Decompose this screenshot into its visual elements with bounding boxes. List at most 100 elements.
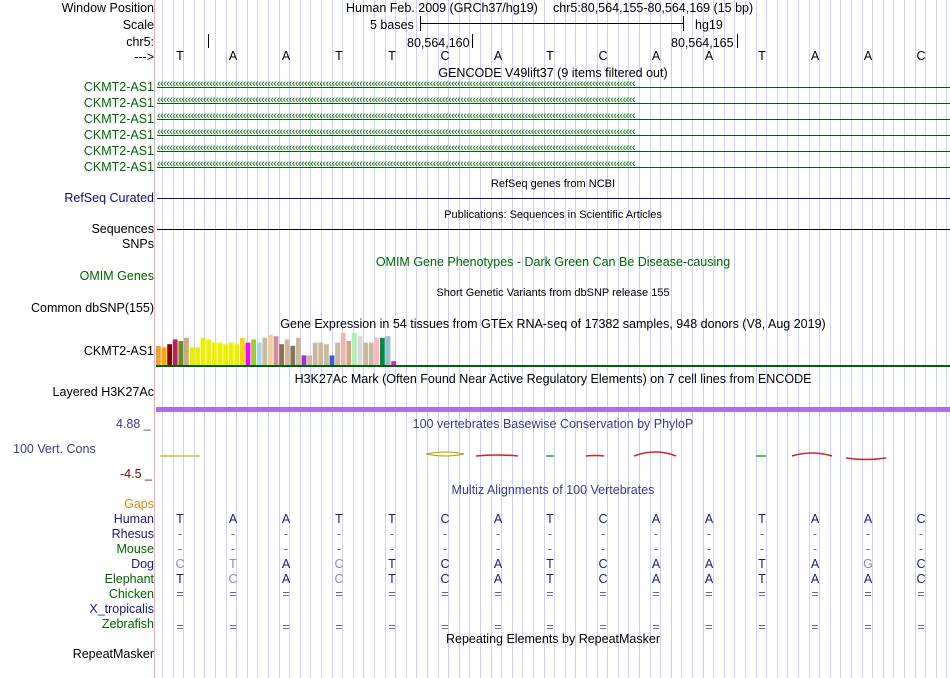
gtex-tissue-bar[interactable] bbox=[357, 336, 363, 365]
repeatmasker-track-title[interactable]: Repeating Elements by RepeatMasker bbox=[445, 632, 660, 646]
gtex-tissue-bar[interactable] bbox=[195, 347, 200, 365]
gtex-tissue-bar[interactable] bbox=[329, 355, 335, 365]
gtex-tissue-bar[interactable] bbox=[385, 336, 391, 365]
gaps-label[interactable]: Gaps bbox=[124, 497, 154, 511]
guideline bbox=[427, 0, 428, 678]
gencode-transcript-label[interactable]: CKMT2-AS1 bbox=[83, 80, 154, 94]
gencode-transcript-label[interactable]: CKMT2-AS1 bbox=[83, 112, 154, 126]
species-label[interactable]: Dog bbox=[131, 557, 154, 571]
repeatmasker-label[interactable]: RepeatMasker bbox=[72, 647, 154, 661]
gencode-transcript[interactable] bbox=[157, 151, 950, 152]
gtex-tissue-bar[interactable] bbox=[178, 341, 184, 365]
guideline bbox=[194, 0, 195, 678]
species-label[interactable]: Chicken bbox=[108, 587, 154, 601]
snps-label[interactable]: SNPs bbox=[122, 237, 154, 251]
gencode-transcript[interactable] bbox=[157, 167, 950, 168]
gtex-tissue-bar[interactable] bbox=[296, 337, 301, 365]
guideline bbox=[247, 0, 248, 678]
gtex-tissue-bar[interactable] bbox=[363, 342, 368, 365]
refseq-line[interactable] bbox=[157, 198, 950, 199]
gtex-tissue-bar[interactable] bbox=[172, 339, 178, 365]
gencode-transcript[interactable] bbox=[157, 119, 950, 120]
species-label[interactable]: Elephant bbox=[104, 572, 154, 586]
refseq-label[interactable]: RefSeq Curated bbox=[64, 191, 154, 205]
species-label[interactable]: X_tropicalis bbox=[89, 602, 154, 616]
gtex-tissue-bar[interactable] bbox=[256, 342, 262, 365]
h3k27ac-label[interactable]: Layered H3K27Ac bbox=[52, 385, 154, 399]
gtex-tissue-bar[interactable] bbox=[380, 337, 385, 365]
species-label[interactable]: Human bbox=[113, 512, 154, 526]
guideline bbox=[883, 0, 884, 678]
dbsnp-label[interactable]: Common dbSNP(155) bbox=[31, 301, 154, 315]
gtex-tissue-bar[interactable] bbox=[245, 342, 251, 365]
gtex-tissue-bar[interactable] bbox=[290, 345, 296, 365]
conservation-label[interactable]: 100 Vert. Cons bbox=[13, 442, 96, 456]
gtex-tissue-bar[interactable] bbox=[184, 337, 189, 365]
alignment-base: A bbox=[863, 572, 873, 586]
gtex-tissue-bar[interactable] bbox=[391, 361, 396, 365]
gtex-tissue-bar[interactable] bbox=[346, 341, 352, 365]
guideline bbox=[385, 0, 386, 678]
species-label[interactable]: Mouse bbox=[116, 542, 154, 556]
guideline bbox=[363, 0, 364, 678]
gtex-tissue-bar[interactable] bbox=[189, 347, 195, 365]
gtex-tissue-bar[interactable] bbox=[268, 334, 273, 365]
gencode-transcript-label[interactable]: CKMT2-AS1 bbox=[83, 96, 154, 110]
gtex-tissue-bar[interactable] bbox=[251, 339, 256, 365]
refseq-track-title[interactable]: RefSeq genes from NCBI bbox=[490, 178, 616, 190]
gtex-tissue-bar[interactable] bbox=[352, 333, 357, 365]
gtex-track-title[interactable]: Gene Expression in 54 tissues from GTEx … bbox=[280, 317, 826, 331]
publications-track-title[interactable]: Publications: Sequences in Scientific Ar… bbox=[444, 209, 662, 221]
gtex-tissue-bar[interactable] bbox=[161, 347, 167, 365]
guideline bbox=[554, 0, 555, 678]
gencode-transcript-label[interactable]: CKMT2-AS1 bbox=[83, 160, 154, 174]
gtex-tissue-bar[interactable] bbox=[240, 337, 245, 365]
gtex-tissue-bar[interactable] bbox=[228, 342, 234, 365]
gtex-tissue-bar[interactable] bbox=[206, 339, 212, 365]
gtex-tissue-bar[interactable] bbox=[340, 333, 346, 365]
gtex-tissue-bar[interactable] bbox=[284, 339, 290, 365]
gencode-transcript-label[interactable]: CKMT2-AS1 bbox=[83, 128, 154, 142]
gencode-transcript[interactable] bbox=[157, 103, 950, 104]
species-label[interactable]: Rhesus bbox=[111, 527, 154, 541]
h3k27ac-track-title[interactable]: H3K27Ac Mark (Often Found Near Active Re… bbox=[294, 372, 812, 386]
gtex-tissue-bar[interactable] bbox=[374, 337, 380, 365]
species-label[interactable]: Zebrafish bbox=[101, 617, 154, 631]
gtex-tissue-bar[interactable] bbox=[318, 342, 324, 365]
gencode-transcript-label[interactable]: CKMT2-AS1 bbox=[83, 144, 154, 158]
gtex-tissue-bar[interactable] bbox=[273, 336, 279, 365]
gtex-tissue-bar[interactable] bbox=[234, 344, 240, 365]
omim-label[interactable]: OMIM Genes bbox=[79, 269, 154, 283]
gtex-tissue-bar[interactable] bbox=[301, 355, 307, 365]
dbsnp-track-title[interactable]: Short Genetic Variants from dbSNP releas… bbox=[436, 287, 670, 299]
alignment-base: - bbox=[230, 527, 236, 541]
conservation-track-title[interactable]: 100 vertebrates Basewise Conservation by… bbox=[412, 417, 694, 431]
gtex-tissue-bar[interactable] bbox=[156, 345, 161, 365]
gtex-label[interactable]: CKMT2-AS1 bbox=[83, 344, 154, 358]
gtex-tissue-bar[interactable] bbox=[200, 337, 206, 365]
gtex-tissue-bar[interactable] bbox=[335, 342, 340, 365]
gencode-transcript[interactable] bbox=[157, 135, 950, 136]
gtex-tissue-bar[interactable] bbox=[307, 355, 312, 365]
gtex-tissue-bar[interactable] bbox=[167, 344, 172, 365]
gtex-tissue-bar[interactable] bbox=[279, 344, 284, 365]
guideline bbox=[872, 0, 873, 678]
guideline bbox=[904, 0, 905, 678]
phylop-signal[interactable] bbox=[156, 446, 950, 466]
h3k27ac-signal[interactable] bbox=[156, 407, 950, 412]
gtex-expression-chart[interactable] bbox=[156, 333, 950, 369]
gtex-tissue-bar[interactable] bbox=[223, 344, 228, 365]
gtex-tissue-bar[interactable] bbox=[262, 337, 268, 365]
multiz-track-title[interactable]: Multiz Alignments of 100 Vertebrates bbox=[451, 483, 655, 497]
gtex-tissue-bar[interactable] bbox=[312, 342, 318, 365]
gtex-tissue-bar[interactable] bbox=[212, 342, 217, 365]
publications-line[interactable] bbox=[157, 229, 950, 230]
gtex-tissue-bar[interactable] bbox=[217, 342, 223, 365]
publications-label[interactable]: Sequences bbox=[91, 222, 154, 236]
gtex-tissue-bar[interactable] bbox=[368, 342, 374, 365]
gencode-transcript[interactable] bbox=[157, 87, 950, 88]
omim-track-title[interactable]: OMIM Gene Phenotypes - Dark Green Can Be… bbox=[375, 255, 731, 269]
gencode-track-title[interactable]: GENCODE V49lift37 (9 items filtered out) bbox=[438, 66, 668, 80]
gtex-tissue-bar[interactable] bbox=[324, 344, 329, 365]
